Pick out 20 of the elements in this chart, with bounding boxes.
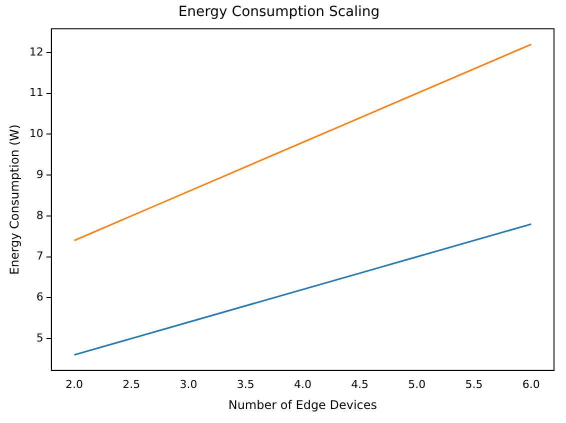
- y-tick-label: 5: [36, 331, 44, 344]
- y-axis-title: Energy Consumption (W): [7, 124, 22, 275]
- y-tick-label: 10: [29, 127, 44, 140]
- y-tick-label: 11: [29, 86, 44, 100]
- chart-title: Energy Consumption Scaling: [178, 4, 380, 20]
- x-tick-label: 6.0: [522, 378, 540, 391]
- y-tick-label: 12: [29, 45, 44, 58]
- x-axis-title: Number of Edge Devices: [228, 398, 378, 412]
- x-tick-label: 5.5: [465, 378, 483, 391]
- y-tick-label: 9: [36, 168, 44, 181]
- x-tick-label: 2.0: [65, 378, 83, 391]
- x-tick-label: 3.5: [236, 378, 254, 391]
- x-tick-label: 3.0: [180, 378, 198, 391]
- y-tick-label: 6: [36, 290, 44, 304]
- x-tick-label: 4.0: [294, 378, 312, 391]
- x-tick-label: 4.5: [351, 378, 369, 391]
- y-tick-label: 7: [36, 250, 44, 263]
- y-tick-label: 8: [36, 208, 44, 222]
- x-tick-label: 2.5: [122, 378, 140, 391]
- x-tick-label: 5.0: [408, 378, 426, 391]
